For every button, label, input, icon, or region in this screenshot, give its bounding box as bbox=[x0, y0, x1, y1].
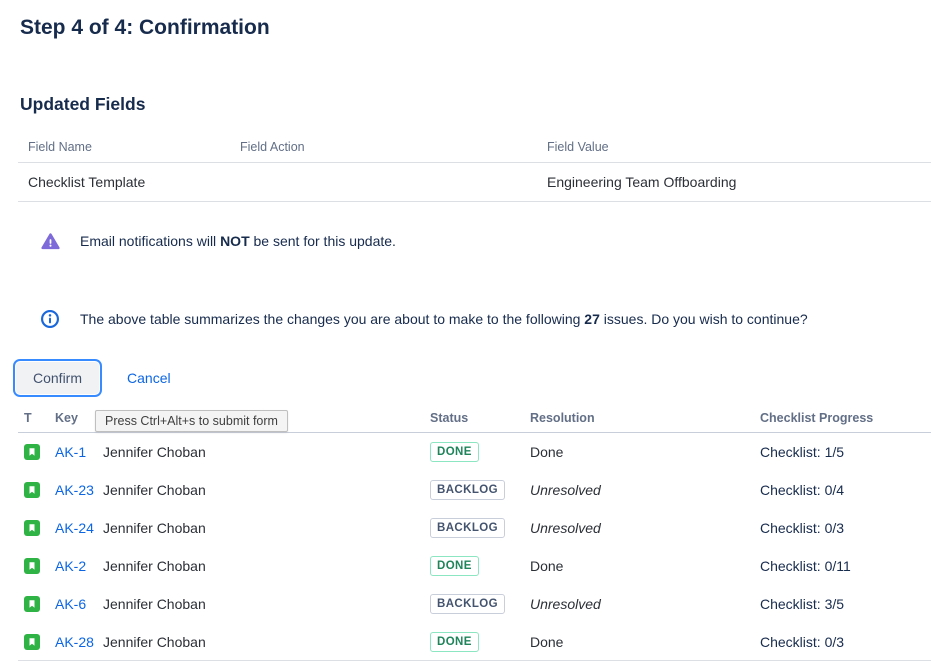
resolution-cell: Done bbox=[530, 444, 564, 460]
checklist-progress: Checklist: 1/5 bbox=[760, 444, 845, 460]
issue-row: AK-2 Jennifer Choban DONE Done Checklist… bbox=[18, 547, 931, 585]
checklist-progress: Checklist: 0/11 bbox=[760, 558, 851, 574]
email-warning-notice: Email notifications will NOT be sent for… bbox=[40, 231, 396, 251]
column-header-checklist-progress: Checklist Progress bbox=[760, 411, 874, 425]
issue-summary: Jennifer Choban bbox=[103, 558, 206, 574]
issue-key-link[interactable]: AK-6 bbox=[55, 596, 87, 612]
column-header-type: T bbox=[24, 411, 32, 425]
column-header-field-value: Field Value bbox=[547, 140, 609, 154]
updated-fields-row: Checklist Template Engineering Team Offb… bbox=[18, 163, 931, 202]
issue-row: AK-23 Jennifer Choban BACKLOG Unresolved… bbox=[18, 471, 931, 509]
issues-header-row: T Key Status Resolution Checklist Progre… bbox=[18, 404, 931, 433]
updated-fields-heading: Updated Fields bbox=[20, 94, 146, 114]
issue-key-link[interactable]: AK-2 bbox=[55, 558, 87, 574]
issue-summary: Jennifer Choban bbox=[103, 596, 206, 612]
story-icon bbox=[24, 520, 40, 536]
column-header-field-action: Field Action bbox=[240, 140, 305, 154]
story-icon bbox=[24, 558, 40, 574]
form-actions: Confirm Cancel bbox=[12, 359, 171, 397]
cancel-link[interactable]: Cancel bbox=[127, 370, 171, 386]
resolution-cell: Unresolved bbox=[530, 596, 601, 612]
issue-key-link[interactable]: AK-24 bbox=[55, 520, 94, 536]
status-badge: BACKLOG bbox=[430, 594, 505, 614]
confirm-button[interactable]: Confirm bbox=[12, 359, 103, 397]
checklist-progress: Checklist: 0/3 bbox=[760, 633, 845, 650]
issue-key-link[interactable]: AK-28 bbox=[55, 633, 94, 650]
issue-row: AK-6 Jennifer Choban BACKLOG Unresolved … bbox=[18, 585, 931, 623]
status-badge: BACKLOG bbox=[430, 518, 505, 538]
issue-summary: Jennifer Choban bbox=[103, 633, 206, 650]
page-title: Step 4 of 4: Confirmation bbox=[20, 16, 270, 39]
status-badge: DONE bbox=[430, 631, 479, 652]
story-icon bbox=[24, 444, 40, 460]
issue-row: AK-24 Jennifer Choban BACKLOG Unresolved… bbox=[18, 509, 931, 547]
issue-key-link[interactable]: AK-23 bbox=[55, 482, 94, 498]
submit-shortcut-tooltip: Press Ctrl+Alt+s to submit form bbox=[95, 410, 288, 432]
checklist-progress: Checklist: 0/4 bbox=[760, 482, 845, 498]
resolution-cell: Done bbox=[530, 558, 564, 574]
warning-icon bbox=[40, 231, 60, 251]
info-icon bbox=[40, 309, 60, 329]
issue-row: AK-28 Jennifer Choban DONE Done Checklis… bbox=[18, 623, 931, 661]
issue-key-link[interactable]: AK-1 bbox=[55, 444, 87, 460]
field-name-value: Checklist Template bbox=[28, 174, 146, 190]
issue-row: AK-1 Jennifer Choban DONE Done Checklist… bbox=[18, 433, 931, 471]
issues-table: Press Ctrl+Alt+s to submit form T Key St… bbox=[18, 404, 931, 661]
resolution-cell: Unresolved bbox=[530, 520, 601, 536]
summary-info-notice: The above table summarizes the changes y… bbox=[40, 309, 808, 329]
updated-fields-table: Field Name Field Action Field Value Chec… bbox=[18, 132, 931, 202]
status-badge: DONE bbox=[430, 442, 479, 462]
checklist-progress: Checklist: 3/5 bbox=[760, 596, 845, 612]
issue-summary: Jennifer Choban bbox=[103, 482, 206, 498]
checklist-progress: Checklist: 0/3 bbox=[760, 520, 845, 536]
resolution-cell: Unresolved bbox=[530, 482, 601, 498]
updated-fields-header-row: Field Name Field Action Field Value bbox=[18, 132, 931, 163]
summary-info-text: The above table summarizes the changes y… bbox=[80, 311, 808, 327]
story-icon bbox=[24, 596, 40, 612]
column-header-key: Key bbox=[55, 411, 78, 425]
story-icon bbox=[24, 633, 40, 650]
field-value-value: Engineering Team Offboarding bbox=[547, 174, 737, 190]
email-warning-text: Email notifications will NOT be sent for… bbox=[80, 233, 396, 249]
status-badge: BACKLOG bbox=[430, 480, 505, 500]
issue-summary: Jennifer Choban bbox=[103, 520, 206, 536]
issue-summary: Jennifer Choban bbox=[103, 444, 206, 460]
resolution-cell: Done bbox=[530, 633, 564, 650]
status-badge: DONE bbox=[430, 556, 479, 576]
column-header-field-name: Field Name bbox=[28, 140, 92, 154]
column-header-status: Status bbox=[430, 411, 469, 425]
column-header-resolution: Resolution bbox=[530, 411, 595, 425]
story-icon bbox=[24, 482, 40, 498]
